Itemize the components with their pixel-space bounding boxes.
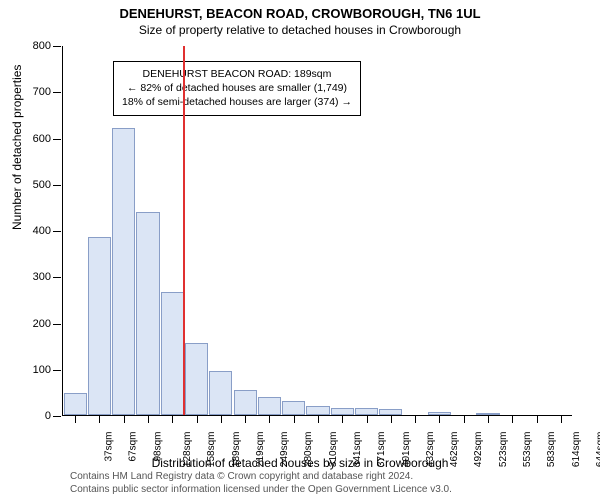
annotation-box: DENEHURST BEACON ROAD: 189sqm← 82% of de…	[113, 61, 361, 116]
x-tick	[342, 416, 343, 423]
histogram-bar	[136, 212, 159, 416]
histogram-bar	[185, 343, 208, 415]
histogram-bar	[355, 408, 378, 415]
x-tick	[537, 416, 538, 423]
histogram-bar	[88, 237, 111, 415]
y-tick	[53, 185, 61, 186]
histogram-bar	[112, 128, 135, 415]
annotation-line: ← 82% of detached houses are smaller (1,…	[122, 81, 352, 95]
x-tick	[318, 416, 319, 423]
x-tick	[367, 416, 368, 423]
y-tick-label: 100	[33, 364, 51, 376]
y-tick-label: 300	[33, 271, 51, 283]
y-tick-label: 800	[33, 40, 51, 52]
y-tick-label: 0	[45, 410, 51, 422]
histogram-bar	[306, 406, 329, 415]
x-tick	[148, 416, 149, 423]
y-tick	[53, 46, 61, 47]
histogram-bar	[331, 408, 354, 415]
x-axis-title: Distribution of detached houses by size …	[0, 456, 600, 470]
y-tick	[53, 231, 61, 232]
annotation-line: 18% of semi-detached houses are larger (…	[122, 95, 352, 109]
x-tick	[172, 416, 173, 423]
x-tick	[75, 416, 76, 423]
reference-line	[183, 46, 185, 415]
y-tick-label: 500	[33, 179, 51, 191]
x-tick	[221, 416, 222, 423]
page-title: DENEHURST, BEACON ROAD, CROWBOROUGH, TN6…	[0, 6, 600, 21]
y-tick	[53, 324, 61, 325]
plot-region: DENEHURST BEACON ROAD: 189sqm← 82% of de…	[62, 46, 572, 416]
histogram-bar	[379, 409, 402, 415]
x-tick	[294, 416, 295, 423]
histogram-bar	[209, 371, 232, 415]
x-tick	[99, 416, 100, 423]
annotation-line: DENEHURST BEACON ROAD: 189sqm	[122, 67, 352, 81]
footer-line-1: Contains HM Land Registry data © Crown c…	[70, 471, 452, 484]
y-tick	[53, 370, 61, 371]
histogram-bar	[428, 412, 451, 415]
histogram-bar	[161, 292, 184, 415]
x-tick	[245, 416, 246, 423]
histogram-bar	[476, 413, 499, 415]
histogram-bar	[64, 393, 87, 415]
histogram-bar	[234, 390, 257, 415]
x-tick	[197, 416, 198, 423]
y-tick	[53, 416, 61, 417]
y-tick	[53, 277, 61, 278]
x-tick	[464, 416, 465, 423]
footer-line-2: Contains public sector information licen…	[70, 484, 452, 497]
page-subtitle: Size of property relative to detached ho…	[0, 23, 600, 37]
y-axis-title: Number of detached properties	[10, 65, 24, 230]
chart-area: DENEHURST BEACON ROAD: 189sqm← 82% of de…	[62, 46, 572, 416]
x-tick	[512, 416, 513, 423]
x-tick	[488, 416, 489, 423]
y-tick-label: 200	[33, 318, 51, 330]
x-tick	[415, 416, 416, 423]
x-tick	[439, 416, 440, 423]
footer-attribution: Contains HM Land Registry data © Crown c…	[70, 471, 452, 496]
x-tick	[561, 416, 562, 423]
x-tick	[269, 416, 270, 423]
y-tick	[53, 139, 61, 140]
y-tick-label: 700	[33, 86, 51, 98]
y-tick-label: 400	[33, 225, 51, 237]
x-tick	[124, 416, 125, 423]
histogram-bar	[282, 401, 305, 415]
histogram-bar	[258, 397, 281, 416]
y-tick	[53, 92, 61, 93]
x-tick	[391, 416, 392, 423]
y-tick-label: 600	[33, 133, 51, 145]
